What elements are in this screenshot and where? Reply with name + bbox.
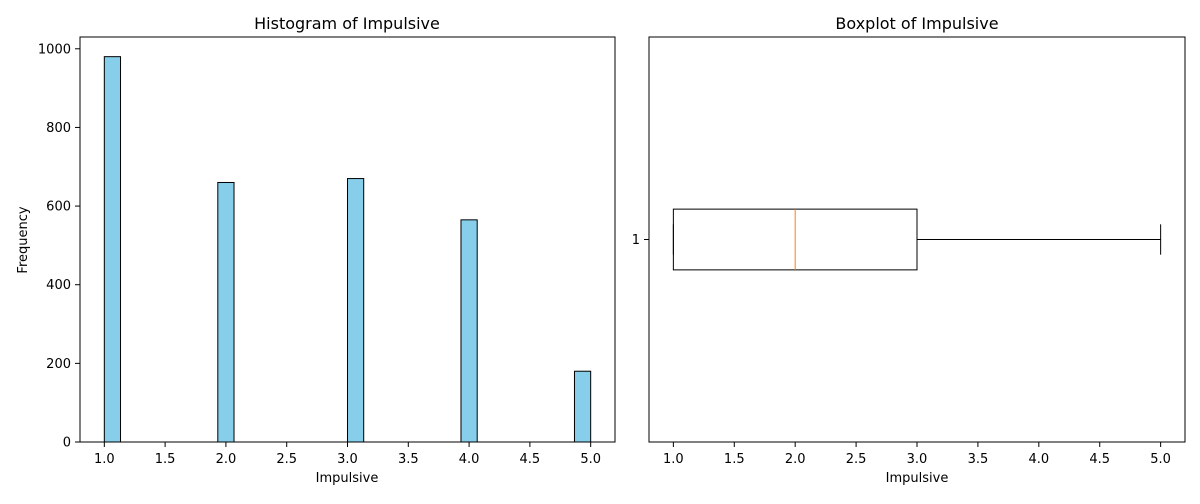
- boxplot-x-tick-label: 1.5: [724, 452, 745, 467]
- histogram-x-tick-label: 1.0: [94, 452, 115, 467]
- histogram-bars: [103, 56, 592, 443]
- histogram-y-ticks: 0 200 400 600 800 1000: [38, 42, 80, 451]
- histogram-title: Histogram of Impulsive: [254, 14, 440, 33]
- histogram-x-tick-label: 1.5: [155, 452, 176, 467]
- boxplot-x-tick-label: 5.0: [1150, 452, 1171, 467]
- histogram-x-tick-label: 3.5: [398, 452, 419, 467]
- histogram-x-tick-label: 4.5: [520, 452, 541, 467]
- boxplot-title: Boxplot of Impulsive: [835, 14, 998, 33]
- histogram-bar: [217, 181, 235, 443]
- histogram-y-tick-label: 400: [46, 278, 71, 293]
- boxplot-y-ticks: 1: [632, 233, 649, 248]
- boxplot-axes-frame: [648, 36, 1186, 443]
- boxplot-x-axis-label: Impulsive: [886, 471, 949, 486]
- boxplot-x-tick-label: 1.0: [663, 452, 684, 467]
- histogram-x-tick-label: 5.0: [580, 452, 601, 467]
- histogram-x-ticks: 1.0 1.5 2.0 2.5 3.0 3.5 4.0 4.5 5.0: [94, 442, 601, 467]
- histogram-bar: [573, 370, 592, 443]
- histogram-bar: [347, 178, 365, 443]
- boxplot-x-tick-label: 3.0: [907, 452, 928, 467]
- boxplot-x-tick-label: 4.5: [1089, 452, 1110, 467]
- boxplot-x-tick-label: 2.0: [785, 452, 806, 467]
- histogram-bar: [460, 219, 478, 443]
- histogram-panel: Histogram of Impulsive 1.0 1.5 2.0 2.5 3.0 3.…: [16, 14, 616, 486]
- histogram-y-tick-label: 800: [46, 121, 71, 136]
- histogram-y-tick-label: 0: [63, 436, 71, 451]
- histogram-y-axis-label: Frequency: [16, 206, 31, 273]
- histogram-y-tick-label: 600: [46, 200, 71, 215]
- boxplot-x-tick-label: 2.5: [846, 452, 867, 467]
- histogram-x-tick-label: 2.5: [276, 452, 297, 467]
- histogram-y-tick-label: 1000: [38, 42, 71, 57]
- histogram-x-axis-label: Impulsive: [316, 471, 379, 486]
- histogram-x-tick-label: 3.0: [337, 452, 358, 467]
- histogram-axes-frame: [79, 36, 616, 443]
- histogram-bar: [103, 56, 122, 443]
- histogram-x-tick-label: 4.0: [459, 452, 480, 467]
- boxplot-panel: Boxplot of Impulsive 1.0 1.5 2.0 2.5 3.0 3.5 4…: [632, 14, 1186, 486]
- histogram-x-tick-label: 2.0: [216, 452, 237, 467]
- boxplot-x-tick-label: 4.0: [1028, 452, 1049, 467]
- boxplot-marks: [672, 208, 1162, 271]
- boxplot-x-tick-label: 3.5: [968, 452, 989, 467]
- histogram-y-tick-label: 200: [46, 357, 71, 372]
- boxplot-x-ticks: 1.0 1.5 2.0 2.5 3.0 3.5 4.0 4.5 5.0: [663, 442, 1171, 467]
- boxplot-y-tick-label: 1: [632, 233, 640, 248]
